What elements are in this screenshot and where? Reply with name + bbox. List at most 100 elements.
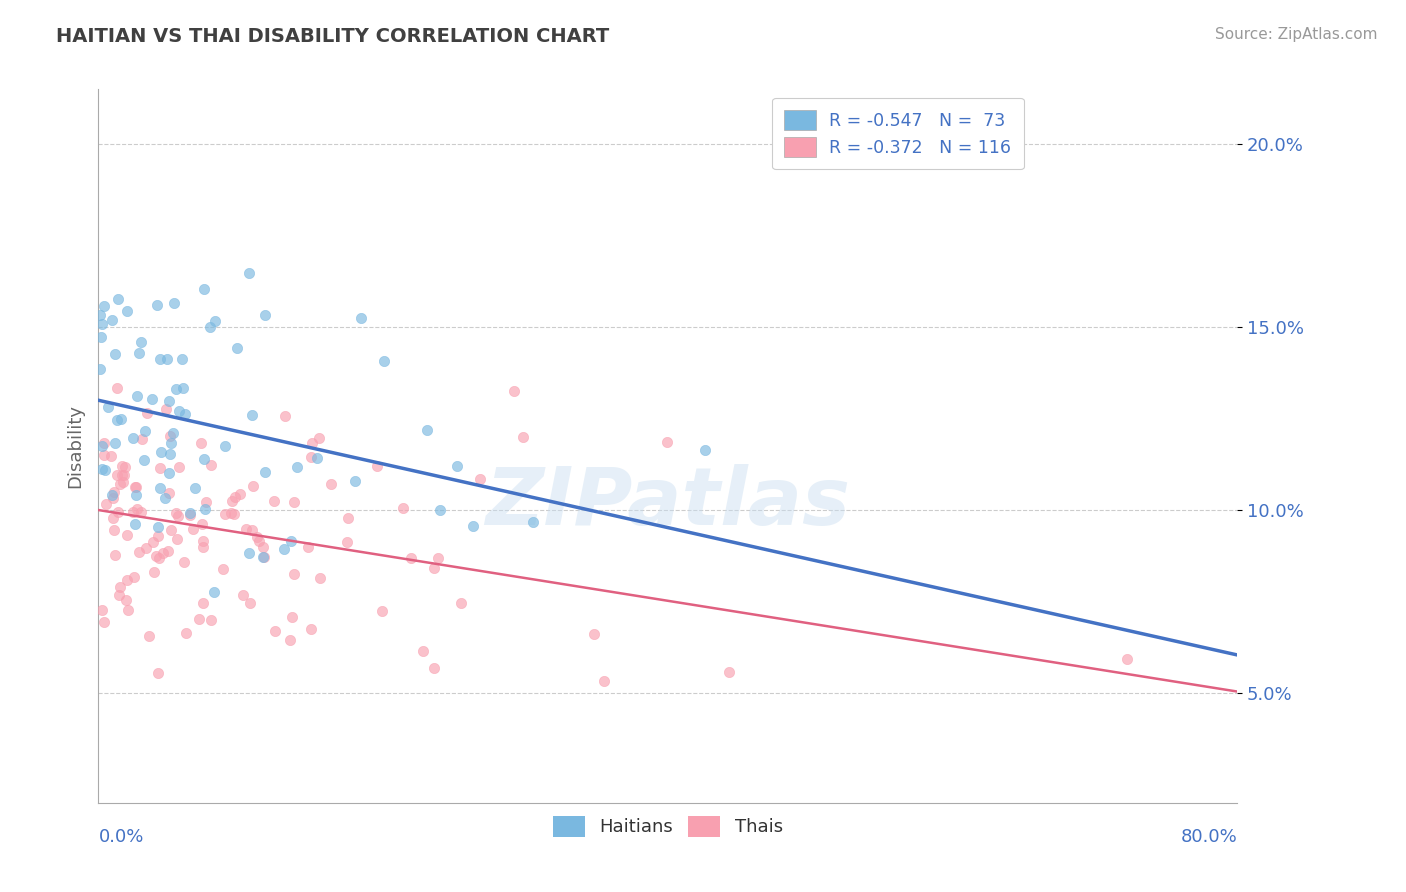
Point [127, 389, 149, 403]
Point [193, 501, 215, 516]
Point [103, 485, 125, 500]
Point [240, 408, 263, 422]
Point [115, 304, 138, 318]
Point [132, 452, 155, 467]
Point [157, 393, 180, 408]
Point [173, 555, 195, 569]
Point [246, 530, 269, 544]
Point [305, 451, 328, 466]
Point [115, 592, 138, 607]
Point [264, 624, 287, 638]
Point [91, 462, 114, 476]
Point [240, 524, 263, 538]
Point [179, 506, 201, 520]
Point [416, 424, 439, 438]
Point [423, 561, 446, 575]
Point [336, 535, 359, 549]
Point [100, 450, 122, 464]
Point [134, 424, 156, 438]
Point [115, 573, 138, 587]
Point [281, 610, 304, 624]
Point [224, 490, 246, 504]
Point [103, 524, 125, 538]
Point [107, 292, 129, 306]
Point [165, 382, 187, 396]
Point [107, 588, 129, 602]
Point [222, 507, 245, 521]
Point [115, 528, 138, 542]
Point [93, 299, 115, 313]
Point [148, 529, 170, 543]
Point [200, 458, 222, 472]
Point [108, 580, 131, 594]
Point [135, 541, 157, 555]
Point [308, 431, 330, 445]
Point [214, 507, 236, 521]
Point [461, 519, 484, 533]
Point [172, 352, 194, 367]
Point [253, 466, 276, 480]
Point [593, 673, 616, 688]
Point [522, 515, 544, 529]
Point [225, 342, 247, 356]
Point [239, 596, 262, 610]
Point [145, 549, 167, 563]
Point [124, 480, 146, 494]
Point [200, 613, 222, 627]
Point [297, 540, 319, 554]
Point [229, 487, 252, 501]
Point [138, 629, 160, 643]
Point [392, 501, 415, 516]
Point [191, 540, 214, 554]
Point [114, 460, 136, 475]
Point [181, 522, 204, 536]
Point [655, 434, 678, 449]
Point [371, 604, 394, 618]
Point [94, 498, 117, 512]
Point [104, 435, 127, 450]
Point [412, 644, 434, 658]
Point [193, 282, 215, 296]
Point [1116, 651, 1139, 665]
Point [232, 588, 254, 602]
Point [212, 562, 235, 576]
Point [91, 603, 114, 617]
Point [101, 312, 124, 326]
Point [263, 494, 285, 508]
Text: Source: ZipAtlas.com: Source: ZipAtlas.com [1215, 27, 1378, 42]
Point [167, 404, 190, 418]
Point [141, 392, 163, 406]
Point [321, 477, 343, 491]
Point [299, 622, 322, 636]
Point [450, 596, 472, 610]
Point [146, 520, 169, 534]
Text: 0.0%: 0.0% [98, 828, 143, 846]
Point [693, 442, 716, 457]
Point [283, 495, 305, 509]
Point [122, 505, 145, 519]
Point [502, 384, 524, 399]
Point [93, 448, 115, 462]
Point [107, 505, 129, 519]
Point [163, 296, 186, 310]
Point [446, 459, 468, 474]
Point [401, 550, 423, 565]
Point [149, 460, 172, 475]
Point [204, 314, 226, 328]
Point [174, 407, 197, 421]
Point [91, 439, 114, 453]
Point [90, 317, 112, 331]
Point [128, 346, 150, 360]
Point [124, 516, 146, 531]
Point [159, 447, 181, 461]
Point [149, 481, 172, 495]
Point [155, 491, 177, 505]
Point [93, 435, 115, 450]
Point [252, 550, 274, 565]
Point [426, 550, 449, 565]
Point [136, 406, 159, 420]
Text: 80.0%: 80.0% [1181, 828, 1237, 846]
Point [247, 533, 270, 548]
Point [105, 381, 128, 395]
Point [366, 458, 388, 473]
